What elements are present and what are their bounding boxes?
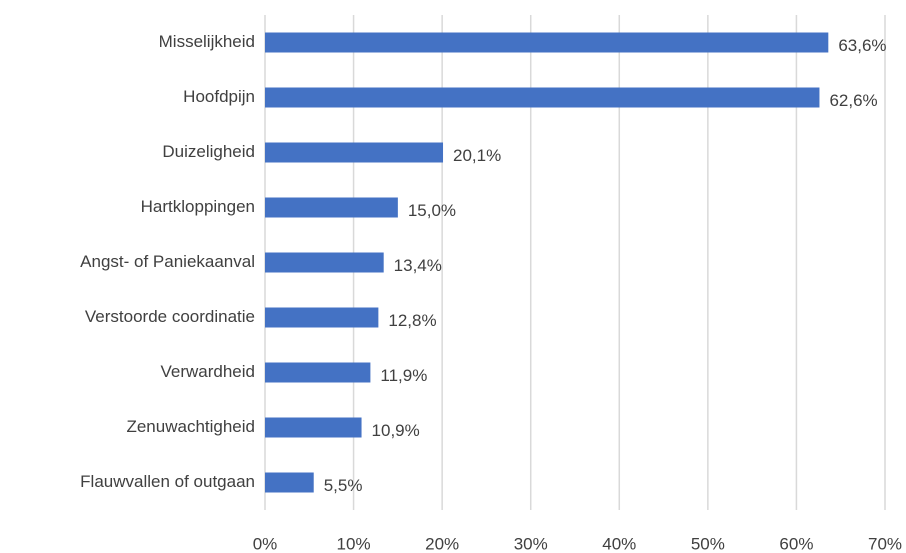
y-tick-label: Hoofdpijn — [183, 87, 255, 106]
y-tick-label: Duizeligheid — [162, 142, 255, 161]
bar — [265, 252, 384, 273]
bar — [265, 87, 820, 108]
bar — [265, 142, 444, 163]
x-tick-label: 50% — [691, 534, 725, 553]
y-tick-label: Misselijkheid — [159, 32, 255, 51]
bar — [265, 362, 371, 383]
data-label: 62,6% — [829, 91, 877, 110]
bar — [265, 32, 829, 53]
y-tick-label: Angst- of Paniekaanval — [80, 252, 255, 271]
x-tick-label: 30% — [514, 534, 548, 553]
y-tick-label: Verstoorde coordinatie — [85, 307, 255, 326]
data-label: 11,9% — [380, 366, 427, 385]
bar — [265, 472, 314, 493]
x-tick-label: 10% — [337, 534, 371, 553]
x-tick-label: 70% — [868, 534, 902, 553]
x-tick-label: 60% — [779, 534, 813, 553]
data-label: 10,9% — [372, 421, 420, 440]
data-label: 12,8% — [388, 311, 436, 330]
x-tick-label: 0% — [253, 534, 278, 553]
y-tick-label: Verwardheid — [160, 362, 255, 381]
data-label: 13,4% — [394, 256, 442, 275]
bar — [265, 307, 379, 328]
data-label: 63,6% — [838, 36, 886, 55]
x-tick-label: 20% — [425, 534, 459, 553]
y-tick-label: Zenuwachtigheid — [126, 417, 255, 436]
bar — [265, 197, 398, 218]
data-label: 20,1% — [453, 146, 501, 165]
y-tick-label: Flauwvallen of outgaan — [80, 472, 255, 491]
data-label: 15,0% — [408, 201, 456, 220]
x-tick-label: 40% — [602, 534, 636, 553]
bar — [265, 417, 362, 438]
y-tick-label: Hartkloppingen — [141, 197, 255, 216]
data-label: 5,5% — [324, 476, 363, 495]
